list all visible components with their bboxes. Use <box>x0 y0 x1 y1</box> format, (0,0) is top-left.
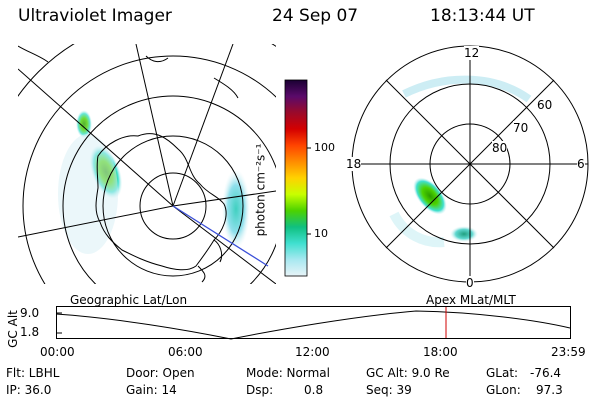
glat-label: GLat: <box>486 366 519 380</box>
mlt-label-18: 18 <box>346 157 362 171</box>
xtick-1200: 12:00 <box>295 345 330 359</box>
instrument-title: Ultraviolet Imager <box>18 6 172 26</box>
altitude-ylabel: GC Alt <box>5 310 20 348</box>
ip-status: IP: 36.0 <box>6 383 52 397</box>
colorbar-tick-100: 100 <box>314 141 335 154</box>
xtick-0600: 06:00 <box>168 345 203 359</box>
door-status: Door: Open <box>126 366 195 380</box>
xtick-2359: 23:59 <box>551 345 586 359</box>
altitude-ytick-max: 9.0 <box>20 306 40 320</box>
filter-status: Flt: LBHL <box>6 366 60 380</box>
glat-value: -76.4 <box>530 366 562 380</box>
geographic-map <box>18 44 276 284</box>
altitude-ytick-min: 1.8 <box>20 325 40 339</box>
aurora-oval <box>389 75 532 248</box>
mlt-label-12: 12 <box>464 46 480 60</box>
colorbar-unit-label: photon cm⁻²s⁻¹ <box>253 143 268 237</box>
seq-status: Seq: 39 <box>366 383 412 397</box>
intensity-colorbar <box>284 79 311 277</box>
gc-alt-status: GC Alt: 9.0 Re <box>366 366 450 380</box>
dsp-label: Dsp: <box>246 383 274 397</box>
time-label: 18:13:44 UT <box>430 6 535 26</box>
glon-value: 97.3 <box>536 383 563 397</box>
mlat-label-80: 80 <box>492 141 508 155</box>
right-map-caption: Apex MLat/MLT <box>426 293 516 307</box>
altitude-plot <box>56 306 571 340</box>
colorbar-tick-10: 10 <box>314 227 328 240</box>
left-map-caption: Geographic Lat/Lon <box>70 293 188 307</box>
magnetic-polar-map <box>351 45 589 283</box>
mode-status: Mode: Normal <box>246 366 330 380</box>
xtick-0000: 00:00 <box>40 345 75 359</box>
glon-label: GLon: <box>486 383 521 397</box>
gain-status: Gain: 14 <box>126 383 177 397</box>
mlat-label-70: 70 <box>513 121 529 135</box>
mlt-label-0: 0 <box>466 276 474 290</box>
date-label: 24 Sep 07 <box>272 6 359 26</box>
altitude-curve <box>56 310 571 340</box>
mlt-label-6: 6 <box>577 157 585 171</box>
mlat-label-60: 60 <box>537 98 553 112</box>
xtick-1800: 18:00 <box>423 345 458 359</box>
dsp-value: 0.8 <box>304 383 324 397</box>
